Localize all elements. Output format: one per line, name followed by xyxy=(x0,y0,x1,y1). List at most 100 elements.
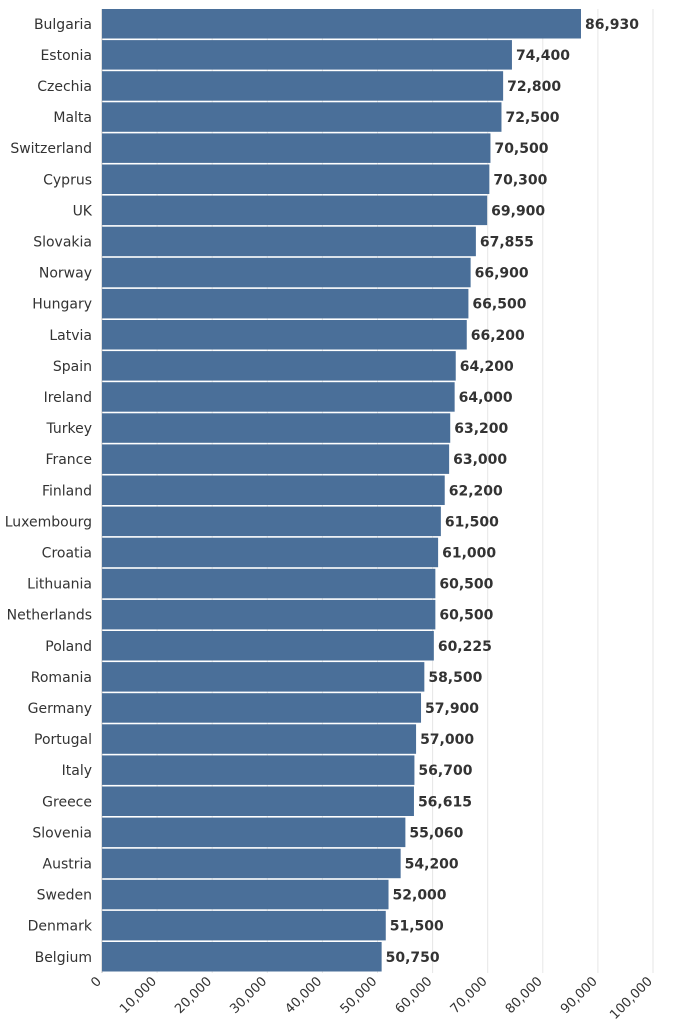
bar-norway xyxy=(102,257,471,288)
category-label: Czechia xyxy=(37,79,92,95)
category-label: Slovenia xyxy=(32,825,92,841)
value-label: 62,200 xyxy=(449,483,503,499)
x-tick-label: 40,000 xyxy=(282,974,325,1017)
category-label: Estonia xyxy=(40,48,92,64)
bar-poland xyxy=(102,631,434,661)
bar-sweden xyxy=(102,879,389,910)
bar-finland xyxy=(102,475,445,505)
category-label: Belgium xyxy=(35,950,92,966)
value-label: 63,000 xyxy=(453,452,507,468)
category-label: Norway xyxy=(39,266,92,282)
category-label: Luxembourg xyxy=(5,514,92,530)
bar-hungary xyxy=(102,288,469,319)
value-label: 63,200 xyxy=(454,421,508,437)
value-label: 70,300 xyxy=(493,172,547,188)
category-label: Finland xyxy=(42,483,92,499)
bar-germany xyxy=(102,693,422,723)
value-label: 67,855 xyxy=(480,234,534,250)
bar-spain xyxy=(102,351,456,381)
value-label: 52,000 xyxy=(393,888,447,904)
value-label: 86,930 xyxy=(585,17,639,33)
category-label: Greece xyxy=(42,794,92,810)
bar-switzerland xyxy=(102,133,491,163)
bar-latvia xyxy=(102,320,467,350)
value-label: 69,900 xyxy=(491,203,545,219)
value-label: 74,400 xyxy=(516,48,570,64)
value-label: 66,900 xyxy=(475,266,529,282)
category-label: Spain xyxy=(53,359,92,375)
x-tick-label: 100,000 xyxy=(607,974,656,1023)
category-label: Romania xyxy=(31,670,92,686)
value-label: 51,500 xyxy=(390,919,444,935)
category-label: Italy xyxy=(62,763,92,779)
bar-greece xyxy=(102,786,414,816)
category-label: UK xyxy=(73,203,93,219)
value-label: 64,200 xyxy=(460,359,514,375)
value-label: 60,500 xyxy=(439,608,493,624)
x-tick-label: 90,000 xyxy=(558,974,601,1017)
category-label: Ireland xyxy=(44,390,92,406)
bar-netherlands xyxy=(102,599,436,630)
bar-austria xyxy=(102,848,401,879)
category-label: Denmark xyxy=(28,919,93,935)
x-tick-label: 50,000 xyxy=(338,974,381,1017)
category-label: Switzerland xyxy=(10,141,92,157)
value-label: 57,900 xyxy=(425,701,479,717)
bar-ireland xyxy=(102,382,455,412)
category-label: Austria xyxy=(43,856,92,872)
x-tick-label: 10,000 xyxy=(117,974,160,1017)
bars xyxy=(102,9,581,972)
category-label: Hungary xyxy=(32,297,92,313)
labels: Bulgaria 86,930 Estonia 74,400 Czechia 72,800… xyxy=(5,17,640,966)
x-tick-label: 70,000 xyxy=(448,974,491,1017)
category-label: Malta xyxy=(53,110,92,126)
value-label: 66,500 xyxy=(472,297,526,313)
category-label: Netherlands xyxy=(7,608,92,624)
x-axis-ticks: 0 10,000 20,000 30,000 40,000 50,000 60,000 70,… xyxy=(88,974,655,1023)
category-label: Germany xyxy=(28,701,92,717)
value-label: 64,000 xyxy=(459,390,513,406)
value-label: 72,800 xyxy=(507,79,561,95)
value-label: 55,060 xyxy=(409,825,463,841)
category-label: France xyxy=(45,452,92,468)
x-tick-label: 0 xyxy=(88,974,104,990)
bar-bulgaria xyxy=(102,9,581,39)
bar-cyprus xyxy=(102,164,490,194)
bar-france xyxy=(102,444,450,474)
value-label: 56,700 xyxy=(418,763,472,779)
bar-lithuania xyxy=(102,568,436,599)
value-label: 50,750 xyxy=(386,950,440,966)
category-label: Lithuania xyxy=(27,577,92,593)
bar-czechia xyxy=(102,71,504,101)
category-label: Latvia xyxy=(49,328,92,344)
value-label: 60,500 xyxy=(439,577,493,593)
bar-uk xyxy=(102,195,488,226)
bar-denmark xyxy=(102,910,386,941)
category-label: Bulgaria xyxy=(34,17,92,33)
category-label: Turkey xyxy=(45,421,92,437)
x-tick-label: 20,000 xyxy=(172,974,215,1017)
category-label: Cyprus xyxy=(43,172,92,188)
bar-turkey xyxy=(102,413,451,443)
category-label: Poland xyxy=(45,639,92,655)
value-label: 54,200 xyxy=(405,856,459,872)
value-label: 70,500 xyxy=(494,141,548,157)
value-label: 61,500 xyxy=(445,514,499,530)
value-label: 60,225 xyxy=(438,639,492,655)
category-label: Slovakia xyxy=(33,234,92,250)
value-label: 61,000 xyxy=(442,545,496,561)
bar-malta xyxy=(102,102,502,132)
category-label: Sweden xyxy=(37,888,92,904)
category-label: Croatia xyxy=(42,545,92,561)
value-label: 57,000 xyxy=(420,732,474,748)
bar-belgium xyxy=(102,942,382,972)
value-label: 72,500 xyxy=(505,110,559,126)
bar-romania xyxy=(102,662,425,692)
category-label: Portugal xyxy=(34,732,92,748)
bar-estonia xyxy=(102,40,512,70)
bar-croatia xyxy=(102,537,439,568)
x-tick-label: 30,000 xyxy=(227,974,270,1017)
x-tick-label: 60,000 xyxy=(393,974,436,1017)
bar-italy xyxy=(102,755,415,785)
